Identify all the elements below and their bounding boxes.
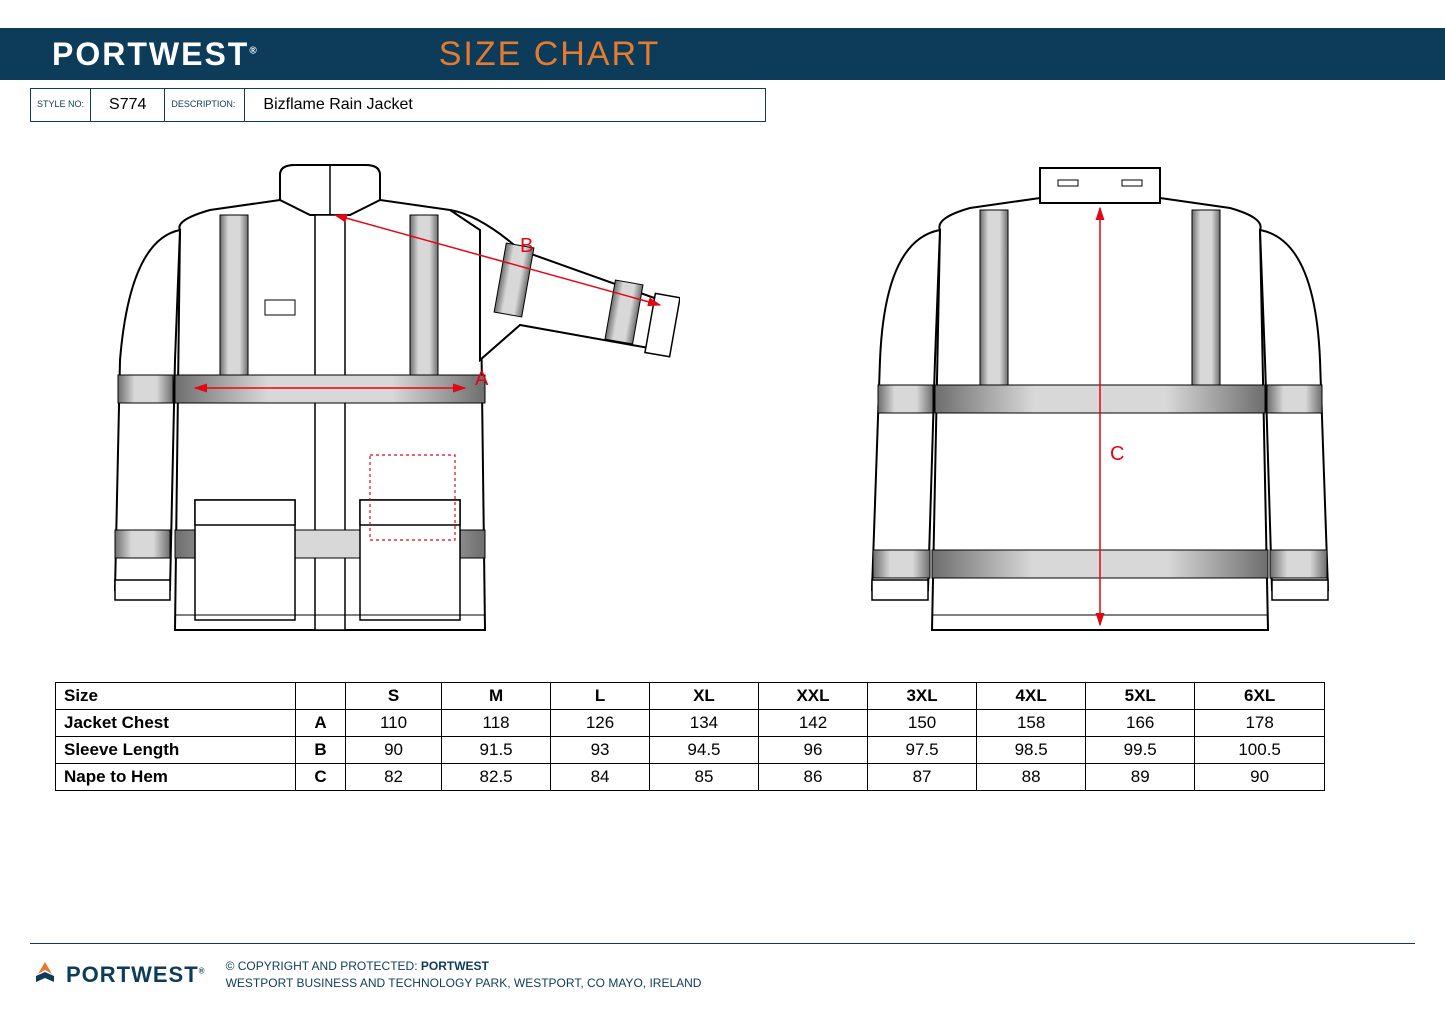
value-cell: 82: [346, 764, 442, 791]
table-header-cell: 6XL: [1195, 683, 1325, 710]
value-cell: 99.5: [1086, 737, 1195, 764]
value-cell: 150: [868, 710, 977, 737]
table-header-cell: [296, 683, 346, 710]
copyright-line: © COPYRIGHT AND PROTECTED: PORTWEST: [226, 958, 702, 975]
value-cell: 96: [759, 737, 868, 764]
value-cell: 100.5: [1195, 737, 1325, 764]
value-cell: 94.5: [649, 737, 758, 764]
brand-text: PORTWEST: [52, 36, 249, 72]
footer-brand: PORTWEST®: [66, 962, 206, 988]
footer: PORTWEST® © COPYRIGHT AND PROTECTED: POR…: [30, 958, 701, 992]
description-value: Bizflame Rain Jacket: [245, 89, 765, 121]
info-bar: STYLE NO: S774 DESCRIPTION: Bizflame Rai…: [30, 88, 766, 122]
value-cell: 91.5: [442, 737, 551, 764]
value-cell: 118: [442, 710, 551, 737]
value-cell: 85: [649, 764, 758, 791]
portwest-icon: [30, 960, 60, 990]
table-header-cell: 5XL: [1086, 683, 1195, 710]
brand-registered: ®: [249, 45, 258, 56]
table-header-cell: XL: [649, 683, 758, 710]
table-row: Jacket ChestA110118126134142150158166178: [56, 710, 1325, 737]
footer-logo: PORTWEST®: [30, 960, 206, 990]
value-cell: 90: [346, 737, 442, 764]
footer-brand-r: ®: [199, 967, 206, 976]
jacket-front-diagram: A B: [80, 160, 680, 660]
measure-letter: A: [296, 710, 346, 737]
footer-brand-text: PORTWEST: [66, 962, 199, 987]
footer-divider: [30, 943, 1415, 944]
size-table: SizeSMLXLXXL3XL4XL5XL6XL Jacket ChestA11…: [55, 682, 1325, 791]
style-no-value: S774: [91, 89, 165, 121]
page-title: SIZE CHART: [439, 35, 661, 74]
value-cell: 84: [551, 764, 650, 791]
header-bar: PORTWEST® SIZE CHART: [0, 28, 1445, 80]
value-cell: 88: [977, 764, 1086, 791]
value-cell: 166: [1086, 710, 1195, 737]
value-cell: 97.5: [868, 737, 977, 764]
table-header-cell: S: [346, 683, 442, 710]
value-cell: 110: [346, 710, 442, 737]
value-cell: 86: [759, 764, 868, 791]
label-a: A: [475, 368, 489, 390]
brand-logo: PORTWEST®: [52, 36, 259, 73]
label-b: B: [520, 235, 533, 257]
row-label: Sleeve Length: [56, 737, 296, 764]
footer-text: © COPYRIGHT AND PROTECTED: PORTWEST WEST…: [226, 958, 702, 992]
copyright-brand: PORTWEST: [421, 959, 489, 973]
table-row: Sleeve LengthB9091.59394.59697.598.599.5…: [56, 737, 1325, 764]
label-c: C: [1110, 443, 1124, 465]
copyright-prefix: © COPYRIGHT AND PROTECTED:: [226, 959, 421, 973]
table-row: Nape to HemC8282.584858687888990: [56, 764, 1325, 791]
value-cell: 142: [759, 710, 868, 737]
value-cell: 89: [1086, 764, 1195, 791]
measure-letter: B: [296, 737, 346, 764]
value-cell: 82.5: [442, 764, 551, 791]
value-cell: 178: [1195, 710, 1325, 737]
value-cell: 126: [551, 710, 650, 737]
table-header-cell: 3XL: [868, 683, 977, 710]
value-cell: 158: [977, 710, 1086, 737]
value-cell: 90: [1195, 764, 1325, 791]
value-cell: 87: [868, 764, 977, 791]
value-cell: 134: [649, 710, 758, 737]
table-header-cell: Size: [56, 683, 296, 710]
jacket-back-diagram: C: [800, 160, 1400, 660]
measure-letter: C: [296, 764, 346, 791]
table-header-cell: 4XL: [977, 683, 1086, 710]
value-cell: 98.5: [977, 737, 1086, 764]
row-label: Nape to Hem: [56, 764, 296, 791]
value-cell: 93: [551, 737, 650, 764]
description-label: DESCRIPTION:: [165, 89, 245, 121]
table-header-cell: XXL: [759, 683, 868, 710]
style-no-label: STYLE NO:: [31, 89, 91, 121]
table-header-cell: M: [442, 683, 551, 710]
diagrams-container: A B: [80, 160, 1400, 660]
row-label: Jacket Chest: [56, 710, 296, 737]
table-header-cell: L: [551, 683, 650, 710]
address-line: WESTPORT BUSINESS AND TECHNOLOGY PARK, W…: [226, 975, 702, 992]
